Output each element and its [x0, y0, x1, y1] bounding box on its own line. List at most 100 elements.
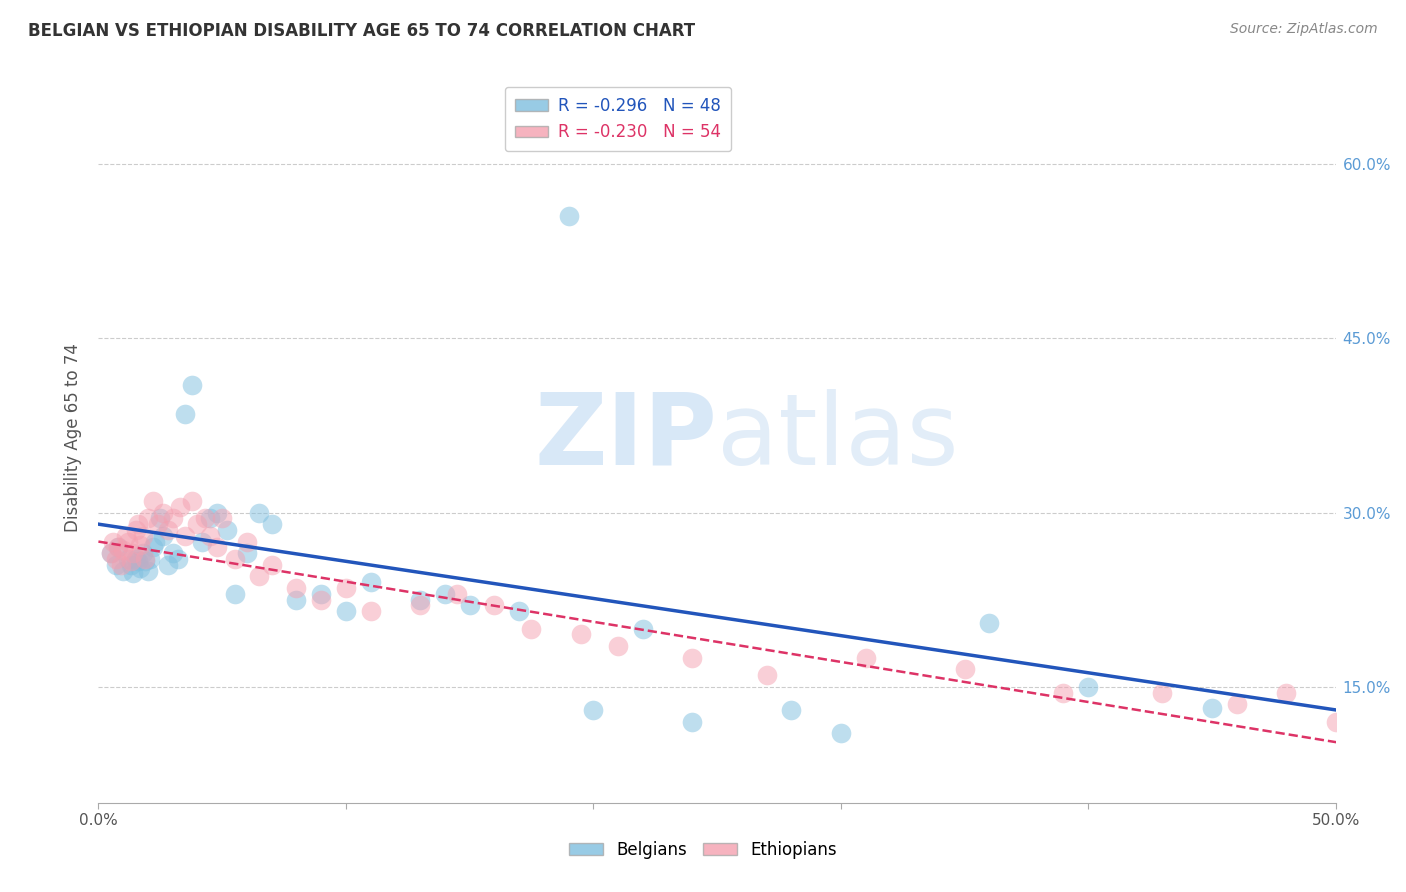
Point	[1077, 680, 1099, 694]
Point	[100, 546, 122, 560]
Point	[409, 599, 432, 613]
Point	[129, 538, 152, 552]
Point	[236, 546, 259, 560]
Point	[446, 587, 468, 601]
Point	[124, 552, 146, 566]
Point	[136, 564, 159, 578]
Point	[285, 581, 308, 595]
Point	[360, 604, 382, 618]
Point	[114, 529, 136, 543]
Point	[194, 511, 217, 525]
Point	[134, 554, 156, 568]
Point	[755, 668, 778, 682]
Point	[217, 523, 239, 537]
Point	[569, 627, 592, 641]
Point	[124, 523, 146, 537]
Point	[433, 587, 456, 601]
Point	[149, 511, 172, 525]
Point	[104, 558, 127, 572]
Point	[120, 558, 142, 572]
Point	[247, 569, 270, 583]
Point	[236, 534, 259, 549]
Point	[830, 726, 852, 740]
Point	[191, 534, 214, 549]
Point	[143, 534, 166, 549]
Point	[174, 407, 197, 421]
Point	[156, 558, 179, 572]
Point	[156, 523, 179, 537]
Point	[1324, 714, 1347, 729]
Point	[335, 604, 357, 618]
Point	[855, 650, 877, 665]
Legend: Belgians, Ethiopians: Belgians, Ethiopians	[562, 835, 844, 866]
Point	[247, 506, 270, 520]
Point	[142, 494, 165, 508]
Point	[224, 587, 246, 601]
Text: BELGIAN VS ETHIOPIAN DISABILITY AGE 65 TO 74 CORRELATION CHART: BELGIAN VS ETHIOPIAN DISABILITY AGE 65 T…	[28, 22, 695, 40]
Point	[309, 592, 332, 607]
Point	[681, 714, 703, 729]
Point	[681, 650, 703, 665]
Point	[132, 546, 155, 560]
Point	[458, 599, 481, 613]
Text: atlas: atlas	[717, 389, 959, 485]
Point	[142, 541, 165, 555]
Point	[335, 581, 357, 595]
Point	[162, 546, 184, 560]
Point	[953, 662, 976, 676]
Point	[117, 534, 139, 549]
Point	[120, 554, 142, 568]
Legend: R = -0.296   N = 48, R = -0.230   N = 54: R = -0.296 N = 48, R = -0.230 N = 54	[505, 87, 731, 152]
Point	[260, 517, 283, 532]
Point	[607, 639, 630, 653]
Point	[186, 517, 208, 532]
Point	[484, 599, 506, 613]
Point	[181, 377, 204, 392]
Point	[1052, 685, 1074, 699]
Point	[360, 575, 382, 590]
Y-axis label: Disability Age 65 to 74: Disability Age 65 to 74	[65, 343, 83, 532]
Point	[1374, 726, 1396, 740]
Point	[285, 592, 308, 607]
Point	[162, 511, 184, 525]
Text: Source: ZipAtlas.com: Source: ZipAtlas.com	[1230, 22, 1378, 37]
Point	[169, 500, 191, 514]
Point	[152, 529, 174, 543]
Point	[508, 604, 530, 618]
Point	[139, 552, 162, 566]
Point	[110, 558, 132, 572]
Point	[557, 210, 579, 224]
Point	[122, 566, 145, 580]
Point	[117, 552, 139, 566]
Point	[129, 561, 152, 575]
Point	[224, 552, 246, 566]
Point	[100, 546, 122, 560]
Point	[979, 615, 1001, 630]
Point	[127, 554, 149, 568]
Point	[132, 529, 155, 543]
Point	[205, 506, 228, 520]
Point	[134, 552, 156, 566]
Point	[1152, 685, 1174, 699]
Point	[198, 529, 221, 543]
Point	[122, 546, 145, 560]
Point	[260, 558, 283, 572]
Point	[520, 622, 543, 636]
Point	[181, 494, 204, 508]
Point	[309, 587, 332, 601]
Point	[103, 534, 125, 549]
Point	[152, 506, 174, 520]
Point	[107, 541, 129, 555]
Point	[174, 529, 197, 543]
Point	[112, 564, 135, 578]
Point	[205, 541, 228, 555]
Text: ZIP: ZIP	[534, 389, 717, 485]
Point	[1201, 700, 1223, 714]
Point	[112, 542, 135, 557]
Point	[1275, 685, 1298, 699]
Point	[107, 541, 129, 555]
Point	[136, 511, 159, 525]
Point	[198, 511, 221, 525]
Point	[409, 592, 432, 607]
Point	[1226, 697, 1249, 711]
